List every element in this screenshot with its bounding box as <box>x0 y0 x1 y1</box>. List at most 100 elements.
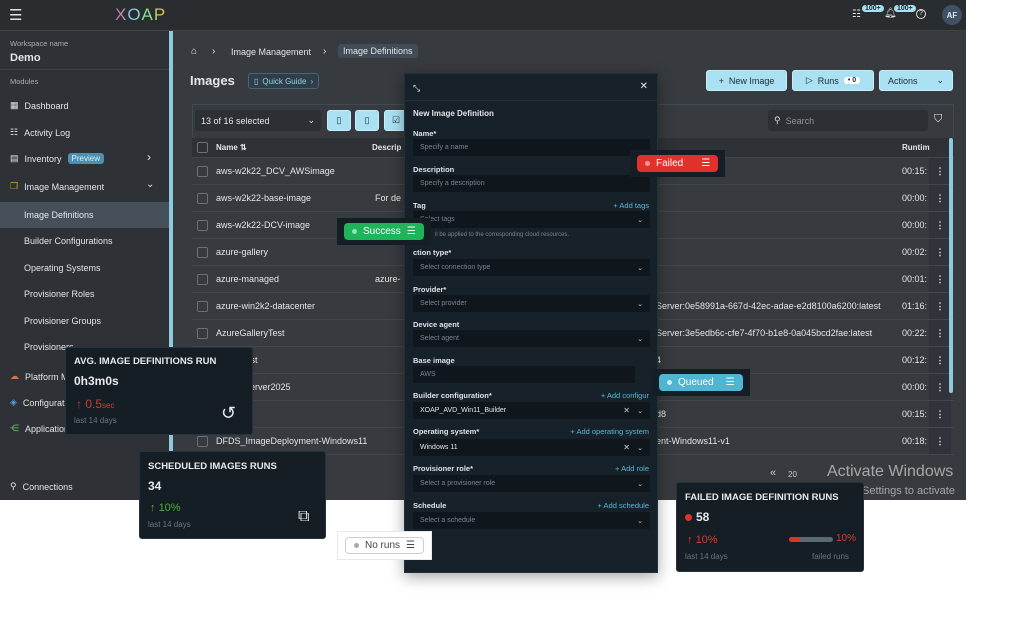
home-icon[interactable]: ⌂ <box>191 46 198 57</box>
field-input[interactable]: Specify a description <box>413 175 650 192</box>
field-input[interactable]: Select a provisioner role ⌄ <box>413 475 650 492</box>
selection-dropdown[interactable]: 13 of 16 selected ⌄ <box>195 110 321 131</box>
row-menu-icon[interactable]: ⋮ <box>929 185 951 211</box>
chevron-down-icon: ⌄ <box>637 335 643 343</box>
sidebar-item-configuration[interactable]: ◈ Configuration <box>10 397 77 408</box>
row-checkbox[interactable] <box>197 327 208 339</box>
runs-button[interactable]: ▷ Runs • 0 <box>792 70 874 91</box>
avatar[interactable]: AF <box>942 5 962 25</box>
expand-icon[interactable]: ⤡ <box>413 83 421 93</box>
help-icon[interactable]: ? <box>916 9 926 19</box>
image-name[interactable]: AzureGalleryTest <box>216 328 285 338</box>
image-name[interactable]: aws-w2k22-base-image <box>216 193 312 203</box>
sidebar-item-provisioners[interactable]: Provisioners <box>24 342 74 352</box>
clear-icon[interactable]: ✕ <box>623 406 630 415</box>
tasks-icon[interactable]: ☷ <box>852 9 861 20</box>
row-checkbox[interactable] <box>197 273 208 285</box>
new-file-button[interactable]: ▯ <box>327 110 351 131</box>
field-input[interactable]: XOAP_AVD_Win11_Builder ✕ ⌄ <box>413 402 650 419</box>
row-menu-icon[interactable]: ⋮ <box>929 239 951 265</box>
column-description[interactable]: Descrip <box>372 143 402 152</box>
file-export-icon: ▯ <box>364 115 370 125</box>
image-name[interactable]: azure-managed <box>216 274 280 284</box>
field-input[interactable]: Specify a name <box>413 139 650 156</box>
sidebar-item-operating-systems[interactable]: Operating Systems <box>24 263 101 273</box>
column-name[interactable]: Name ⇅ <box>216 143 247 152</box>
sidebar-item-provisioner-roles[interactable]: Provisioner Roles <box>24 289 95 299</box>
hamburger-menu-icon[interactable]: ☰ <box>9 7 23 24</box>
image-name[interactable]: azure-win2k2-datacenter <box>216 301 316 311</box>
image-name[interactable]: DFDS_ImageDeployment-Windows11 <box>216 436 368 446</box>
field-input[interactable]: Windows 11 ✕ ⌄ <box>413 439 650 456</box>
field-input[interactable]: Select provider ⌄ <box>413 295 650 312</box>
chevron-right-icon[interactable]: › <box>147 150 151 164</box>
image-name[interactable]: indowsServer2025 <box>216 382 291 392</box>
field-input[interactable]: Select a schedule ⌄ <box>413 512 650 529</box>
activate-windows-hint: Settings to activate <box>862 485 955 497</box>
no-runs-status-badge[interactable]: No runs ☰ <box>345 537 424 554</box>
table-scrollbar[interactable] <box>949 138 953 393</box>
breadcrumb-image-management[interactable]: Image Management <box>231 47 312 57</box>
add-link[interactable]: + Add schedule <box>597 501 649 510</box>
copy-icon: ⧉ <box>298 508 310 525</box>
page-size-select[interactable]: 20 <box>788 470 797 479</box>
sidebar-item-connections[interactable]: ⚲ Connections <box>10 481 73 492</box>
sidebar-item-provisioner-groups[interactable]: Provisioner Groups <box>24 316 102 326</box>
sidebar-item-inventory[interactable]: ▤ Inventory Preview <box>10 153 104 164</box>
row-menu-icon[interactable]: ⋮ <box>929 374 951 400</box>
image-name[interactable]: aws-w2k22_DCV_AWSimage <box>216 166 335 176</box>
new-image-button[interactable]: + New Image <box>706 70 787 91</box>
add-link[interactable]: + Add tags <box>613 201 649 210</box>
field-input[interactable]: Select agent ⌄ <box>413 330 650 347</box>
sidebar-item-dashboard[interactable]: ▦ Dashboard <box>10 100 69 111</box>
row-checkbox[interactable] <box>197 246 208 258</box>
row-menu-icon[interactable]: ⋮ <box>929 158 951 184</box>
no-runs-status-card: No runs ☰ <box>337 531 432 560</box>
field-label: Description <box>413 165 455 174</box>
row-menu-icon[interactable]: ⋮ <box>929 320 951 346</box>
chevron-down-icon[interactable]: ⌄ <box>146 179 155 190</box>
breadcrumb-image-definitions[interactable]: Image Definitions <box>338 44 418 58</box>
sidebar-item-image-management[interactable]: ❐ Image Management <box>10 181 105 192</box>
row-menu-icon[interactable]: ⋮ <box>929 212 951 238</box>
row-checkbox[interactable] <box>197 435 208 447</box>
image-name[interactable]: aws-w2k22-DCV-image <box>216 220 311 230</box>
row-checkbox[interactable] <box>197 219 208 231</box>
row-menu-icon[interactable]: ⋮ <box>929 428 951 454</box>
sidebar-item-builder-configurations[interactable]: Builder Configurations <box>24 236 113 246</box>
quick-guide-button[interactable]: ▯ Quick Guide › <box>248 73 320 89</box>
row-menu-icon[interactable]: ⋮ <box>929 401 951 427</box>
image-name[interactable]: azure-gallery <box>216 247 269 257</box>
sidebar-item-image-definitions[interactable]: Image Definitions <box>0 202 169 228</box>
row-checkbox[interactable] <box>197 300 208 312</box>
share-icon: ⋲ <box>10 423 19 433</box>
failed-status-badge[interactable]: Failed ☰ <box>637 155 719 172</box>
add-link[interactable]: + Add role <box>615 464 649 473</box>
row-menu-icon[interactable]: ⋮ <box>929 266 951 292</box>
select-all-checkbox[interactable] <box>197 142 208 153</box>
sidebar-item-applications[interactable]: ⋲ Applications <box>10 423 74 434</box>
field-input[interactable]: Select tags ⌄ <box>413 211 650 228</box>
bell-icon[interactable]: 🔔︎ <box>884 8 897 19</box>
field-input[interactable]: AWS <box>413 366 635 383</box>
export-button[interactable]: ▯ <box>355 110 379 131</box>
first-page-button[interactable]: « <box>770 467 777 479</box>
filter-icon[interactable]: ⛉ <box>934 113 943 125</box>
row-menu-icon[interactable]: ⋮ <box>929 347 951 373</box>
clear-icon[interactable]: ✕ <box>623 443 630 452</box>
actions-dropdown[interactable]: Actions ⌄ <box>879 70 953 91</box>
row-checkbox[interactable] <box>197 192 208 204</box>
row-menu-icon[interactable]: ⋮ <box>929 293 951 319</box>
field-input[interactable]: Select connection type ⌄ <box>413 259 650 276</box>
add-link[interactable]: + Add operating system <box>570 427 649 436</box>
workspace-name[interactable]: Demo <box>10 52 41 64</box>
success-status-badge[interactable]: Success ☰ <box>344 223 424 240</box>
column-runtime[interactable]: Runtim <box>902 143 930 152</box>
row-checkbox[interactable] <box>197 165 208 177</box>
sidebar-item-activity-log[interactable]: ☷ Activity Log <box>10 127 71 138</box>
search-input[interactable]: ⚲ Search <box>768 110 928 131</box>
activate-windows-watermark: Activate Windows <box>827 463 954 480</box>
close-icon[interactable]: ✕ <box>639 81 648 92</box>
add-link[interactable]: + Add configur <box>600 391 649 400</box>
queued-status-badge[interactable]: Queued ☰ <box>659 374 743 391</box>
